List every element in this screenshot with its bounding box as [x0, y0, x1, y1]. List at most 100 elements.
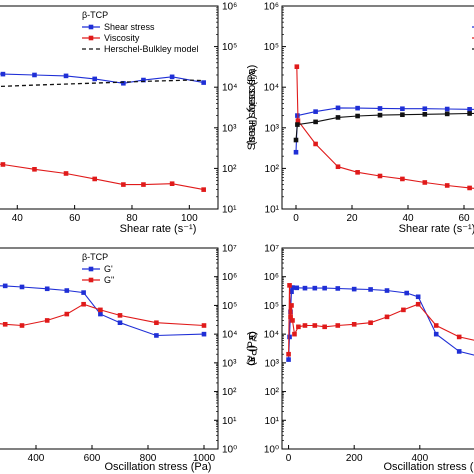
data-point — [433, 323, 439, 328]
data-point — [169, 74, 175, 80]
data-point — [19, 284, 25, 290]
chart-panel-bottom-right: 020040060010⁰10¹10²10³10⁴10⁵10⁶10⁷Oscill… — [246, 244, 474, 473]
data-point — [355, 105, 360, 111]
data-point — [355, 113, 360, 119]
data-point — [377, 106, 383, 111]
legend-marker — [88, 277, 94, 283]
data-point — [313, 109, 318, 114]
data-point — [63, 171, 69, 176]
series-line — [0, 285, 205, 337]
y-tick-label: 10⁵ — [264, 301, 279, 312]
y-tick-label: 10⁶ — [222, 2, 237, 13]
data-point — [351, 286, 357, 292]
data-point — [400, 176, 405, 182]
data-point — [201, 331, 207, 337]
y-tick-label: 10⁶ — [222, 272, 237, 283]
legend-label: Shear stress — [104, 22, 155, 32]
legend-title: β-TCP — [82, 252, 108, 262]
data-point — [2, 322, 8, 327]
series-line — [288, 285, 474, 355]
y-axis-label-right: G' (Pa) — [246, 331, 258, 366]
y-tick-label: 10⁰ — [264, 445, 279, 456]
data-point — [288, 314, 293, 320]
data-point — [19, 323, 25, 328]
y-axis-label: Shear stress (Pa) — [246, 65, 258, 151]
y-tick-label: 10² — [222, 387, 237, 398]
y-tick-label: 10⁷ — [222, 244, 237, 255]
legend-marker — [88, 266, 94, 272]
series-line — [295, 112, 474, 141]
data-point — [401, 307, 406, 313]
data-point — [313, 141, 318, 147]
legend-label: Viscosity — [104, 33, 140, 43]
data-point — [121, 80, 126, 86]
y-tick-label: 10⁴ — [222, 83, 237, 94]
y-tick-label: 10⁵ — [264, 42, 279, 53]
y-tick-label: 10³ — [222, 123, 237, 134]
data-point — [384, 314, 390, 320]
x-tick-label: 20 — [346, 213, 358, 224]
data-point — [433, 331, 439, 337]
data-point — [294, 285, 300, 291]
data-point — [32, 72, 37, 78]
data-point — [444, 106, 450, 112]
y-tick-label: 10¹ — [265, 205, 280, 216]
y-tick-label: 10¹ — [222, 205, 237, 216]
legend-label: Herschel-Bulkley model — [104, 44, 199, 54]
data-point — [117, 320, 123, 326]
data-point — [444, 183, 450, 188]
data-point — [286, 357, 291, 362]
x-axis-label: Oscillation stress (Pa) — [384, 461, 474, 473]
y-tick-label: 10³ — [265, 123, 280, 134]
data-point — [117, 313, 123, 318]
data-point — [444, 111, 450, 117]
y-tick-label: 10³ — [265, 358, 280, 369]
data-point — [295, 122, 300, 127]
data-point — [154, 333, 159, 338]
series-line — [0, 79, 204, 88]
y-tick-label: 10⁷ — [264, 244, 279, 255]
data-point — [322, 324, 327, 330]
data-point — [415, 301, 421, 307]
y-tick-label: 10¹ — [265, 416, 280, 427]
series-line — [296, 66, 474, 189]
y-tick-label: 10² — [222, 164, 237, 175]
data-point — [154, 320, 159, 326]
data-point — [81, 290, 86, 295]
data-point — [141, 182, 146, 187]
legend-label: G" — [104, 275, 114, 285]
data-point — [404, 290, 409, 296]
legend-title: β-TCP — [82, 10, 108, 20]
data-point — [32, 167, 37, 172]
plot-frame — [281, 247, 474, 450]
y-tick-label: 10² — [265, 387, 280, 398]
data-point — [467, 107, 472, 112]
data-point — [295, 118, 301, 123]
x-tick-label: 80 — [126, 213, 138, 224]
data-point — [201, 323, 207, 328]
y-tick-label: 10⁵ — [222, 42, 237, 53]
x-tick-label: 60 — [458, 213, 470, 224]
x-axis-label: Shear rate (s⁻¹) — [120, 223, 197, 235]
data-point — [98, 311, 103, 317]
data-point — [292, 331, 297, 337]
data-point — [290, 285, 295, 290]
data-point — [351, 322, 357, 327]
x-tick-label: 600 — [84, 453, 101, 464]
data-point — [400, 112, 405, 118]
x-tick-label: 60 — [69, 213, 81, 224]
data-point — [141, 77, 146, 83]
series-line — [0, 303, 205, 327]
data-point — [322, 285, 327, 291]
y-tick-label: 10⁴ — [264, 330, 279, 341]
chart-panel-bottom-left: 400 600 800 1000 10⁰ 10¹ 10² 10³ 10⁴ 10⁵ 10⁶ 10⁷ Osc… — [0, 244, 258, 473]
data-point — [456, 334, 462, 340]
data-point — [92, 176, 97, 182]
y-tick-label: 10⁴ — [264, 83, 279, 94]
x-tick-label: 0 — [293, 213, 299, 224]
chart-panel-top-right: 0 20 40 60 10¹ 10² 10³ 10⁴ 10⁵ 10⁶ Shear rate (s⁻¹… — [246, 2, 474, 235]
data-point — [422, 180, 428, 185]
data-point — [377, 173, 383, 179]
y-axis-label-right: Viscosity (Pa.s) — [246, 70, 258, 146]
